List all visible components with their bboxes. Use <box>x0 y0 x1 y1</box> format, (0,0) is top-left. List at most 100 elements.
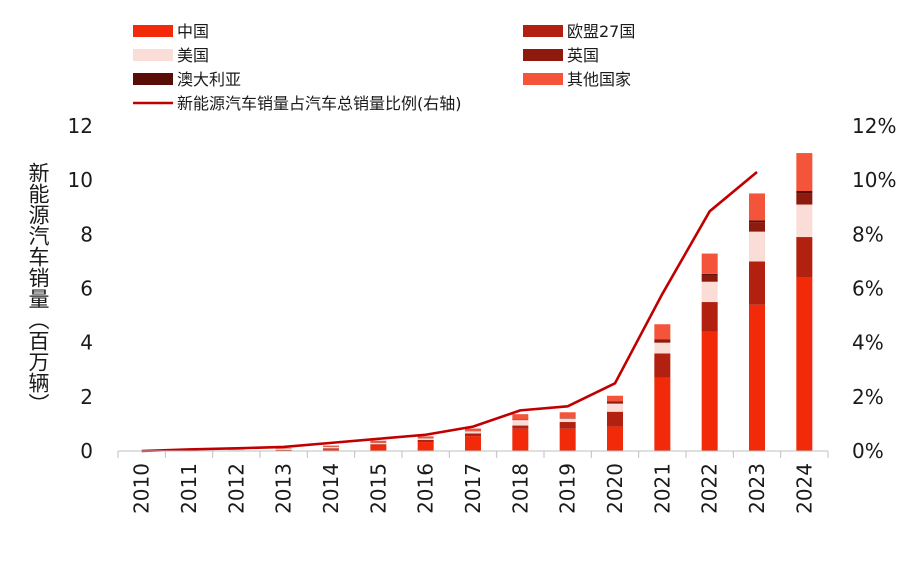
bar-segment <box>323 448 339 450</box>
legend-item: 中国 <box>133 22 209 41</box>
x-tick-label: 2019 <box>556 463 580 514</box>
bar-segment <box>370 442 387 445</box>
x-tick-label: 2012 <box>224 463 248 514</box>
bar-segment <box>607 395 623 402</box>
legend-swatch <box>133 49 173 61</box>
bar-segment <box>749 222 765 232</box>
x-tick-label: 2017 <box>461 463 485 514</box>
bar-segment <box>417 438 434 440</box>
bar-segment <box>607 411 623 427</box>
y-tick-label: 12 <box>68 114 93 138</box>
x-tick-label: 2024 <box>792 463 816 514</box>
bar-segment <box>796 193 813 205</box>
bar-segment <box>370 445 387 451</box>
x-tick-label: 2023 <box>745 463 769 514</box>
x-tick-label: 2016 <box>414 463 438 514</box>
bar-segment <box>701 253 718 274</box>
y-tick-label: 10 <box>68 168 93 192</box>
legend-swatch <box>523 49 563 61</box>
y-tick-label: 6 <box>80 277 93 301</box>
legend-swatch <box>523 25 563 37</box>
legend-swatch <box>523 73 563 85</box>
bar-segment <box>512 425 529 429</box>
bar-segment <box>512 428 529 451</box>
x-tick-label: 2010 <box>130 463 154 514</box>
x-tick-label: 2021 <box>650 463 674 514</box>
bar-segment <box>607 403 623 412</box>
bar-segment <box>701 281 718 303</box>
bar-segment <box>559 412 576 418</box>
bar-segment <box>512 420 529 426</box>
legend-label: 美国 <box>177 46 209 65</box>
y2-tick-label: 2% <box>852 385 884 409</box>
x-tick-label: 2020 <box>603 463 627 514</box>
share-line <box>141 171 758 453</box>
bar-segment <box>465 428 481 431</box>
legend-swatch <box>133 25 173 37</box>
bar-segment <box>749 261 765 305</box>
bar-segment <box>275 449 292 451</box>
bar-segment <box>559 422 576 429</box>
legend-item: 美国 <box>133 46 209 65</box>
legend-label: 中国 <box>177 22 209 41</box>
y2-tick-label: 6% <box>852 277 884 301</box>
bar-segment <box>701 273 718 275</box>
bar-segment <box>654 324 671 340</box>
bar-segment <box>749 231 765 262</box>
bar-segment <box>370 444 387 446</box>
bar-segment <box>796 204 813 238</box>
bar-segment <box>275 448 292 449</box>
bar-segment <box>323 445 339 447</box>
bar-segment <box>323 446 339 449</box>
bar-segment <box>275 448 292 450</box>
y-tick-label: 8 <box>80 222 93 246</box>
legend-swatch <box>133 73 173 85</box>
y-axis-title: 新能源汽车销量（百万辆） <box>26 162 50 414</box>
bar-segment <box>323 449 339 451</box>
x-tick-label: 2011 <box>177 463 201 514</box>
bar-segment <box>701 331 718 451</box>
bars <box>181 153 813 451</box>
bar-segment <box>465 431 481 434</box>
x-tick-label: 2015 <box>366 463 390 514</box>
bar-segment <box>607 401 623 404</box>
legend-item: 英国 <box>523 46 599 65</box>
bar-segment <box>654 377 671 451</box>
bar-segment <box>749 193 765 221</box>
legend-label: 新能源汽车销量占汽车总销量比例(右轴) <box>177 94 462 113</box>
y2-tick-label: 10% <box>852 168 896 192</box>
bar-segment <box>796 277 813 451</box>
y2-tick-label: 12% <box>852 114 896 138</box>
y2-tick-label: 4% <box>852 331 884 355</box>
legend-item: 其他国家 <box>523 70 631 89</box>
bar-segment <box>559 418 576 423</box>
x-tick-label: 2022 <box>698 463 722 514</box>
bar-segment <box>796 237 813 278</box>
legend-label: 英国 <box>567 46 599 65</box>
x-tick-label: 2014 <box>319 463 343 514</box>
bar-segment <box>512 419 529 421</box>
bar-segment <box>701 274 718 282</box>
bar-segment <box>559 417 576 419</box>
bar-segment <box>465 433 481 437</box>
bar-segment <box>228 449 245 451</box>
legend-item: 欧盟27国 <box>523 22 635 41</box>
legend-label: 其他国家 <box>567 70 631 89</box>
bar-segment <box>465 430 481 432</box>
bar-segment <box>417 439 434 443</box>
x-axis: 2010 2011 2012 2013 2014 2015 2016 2017 2018 2019… <box>117 450 829 514</box>
y2-tick-label: 8% <box>852 222 884 246</box>
bar-segment <box>796 153 813 191</box>
bar-segment <box>417 436 434 438</box>
legend-label: 欧盟27国 <box>567 22 635 41</box>
bar-segment <box>654 339 671 343</box>
bar-segment <box>465 436 481 451</box>
legend-item: 澳大利亚 <box>133 70 241 89</box>
x-tick-label: 2018 <box>508 463 532 514</box>
legend-label: 澳大利亚 <box>177 70 241 89</box>
share-line-path <box>141 171 758 453</box>
bar-segment <box>654 342 671 354</box>
bar-segment <box>559 428 576 451</box>
